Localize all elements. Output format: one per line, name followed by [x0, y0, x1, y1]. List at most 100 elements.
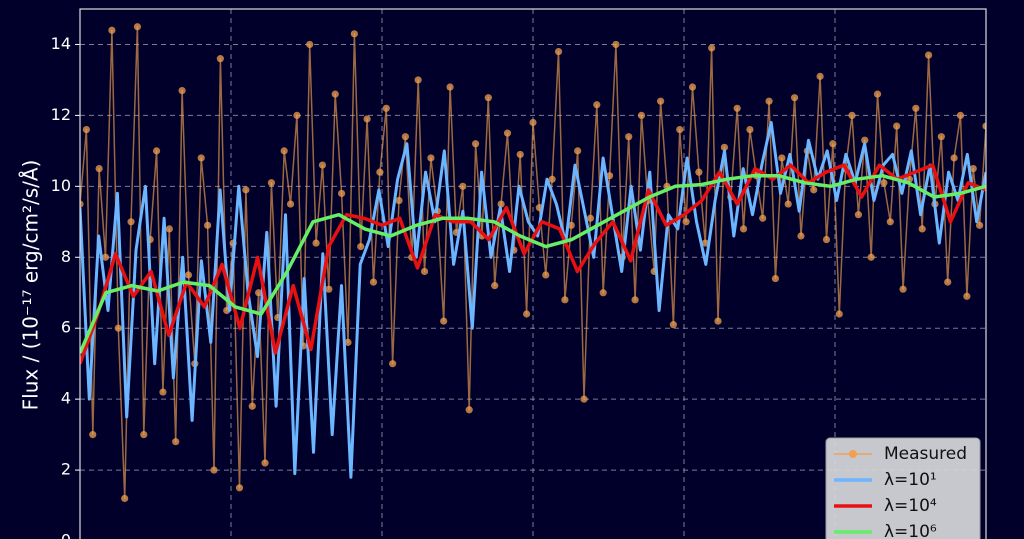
data-point	[682, 218, 690, 226]
data-point	[688, 83, 697, 91]
data-point	[733, 104, 741, 112]
data-point	[357, 243, 365, 251]
legend-box	[825, 437, 981, 539]
y-tick-label: 4	[61, 389, 71, 408]
data-point	[465, 406, 473, 414]
data-point	[401, 133, 409, 141]
data-point	[82, 125, 90, 134]
data-point	[529, 118, 537, 127]
data-point	[140, 431, 148, 439]
data-point	[395, 196, 403, 205]
data-point	[950, 154, 958, 162]
data-point	[523, 310, 531, 318]
data-point	[306, 40, 314, 49]
data-point	[873, 90, 882, 98]
data-point	[497, 200, 505, 208]
y-tick-label: 6	[61, 318, 71, 337]
series-line	[80, 173, 986, 354]
data-point	[835, 310, 843, 318]
data-point	[121, 494, 129, 503]
data-point	[976, 221, 984, 229]
data-point	[771, 274, 780, 283]
data-point	[235, 484, 244, 492]
data-point	[778, 154, 786, 162]
data-point	[899, 285, 907, 293]
data-point	[101, 253, 110, 261]
y-axis-label: Flux / (10⁻¹⁷ erg/cm²/s/Å)	[19, 160, 43, 411]
data-point	[695, 168, 703, 176]
data-point	[956, 111, 965, 119]
data-point	[248, 402, 256, 410]
y-tick-label: 12	[51, 105, 71, 124]
data-point	[210, 466, 218, 474]
data-point	[746, 125, 754, 134]
data-point	[790, 94, 799, 102]
data-point	[471, 140, 480, 148]
data-point	[261, 459, 269, 467]
data-point	[580, 395, 588, 403]
plot-frame	[79, 8, 987, 539]
data-point	[255, 289, 263, 297]
data-point	[944, 278, 952, 286]
data-point	[108, 26, 116, 34]
data-point	[172, 438, 180, 446]
data-point	[937, 133, 945, 141]
data-point	[784, 200, 792, 208]
data-point	[286, 200, 295, 208]
data-point	[924, 51, 933, 59]
data-point	[440, 317, 448, 325]
y-tick-label: 0	[61, 531, 71, 539]
data-point	[280, 147, 288, 155]
data-point	[676, 125, 684, 134]
data-point	[516, 150, 524, 159]
data-point	[918, 225, 926, 233]
data-point	[376, 168, 384, 176]
data-point	[701, 239, 709, 247]
data-point	[267, 179, 276, 187]
data-point	[886, 218, 894, 226]
data-point	[708, 44, 716, 52]
data-point	[963, 292, 971, 300]
data-point	[612, 40, 620, 49]
y-tick-label: 8	[61, 247, 71, 266]
data-point	[178, 86, 186, 95]
data-point	[912, 104, 920, 112]
y-tick-label: 14	[51, 34, 71, 53]
data-point	[216, 55, 224, 63]
data-point	[184, 271, 193, 279]
data-point	[89, 431, 97, 439]
data-point	[739, 225, 748, 233]
data-point	[586, 214, 595, 222]
data-point	[159, 388, 167, 396]
data-point	[95, 165, 103, 173]
series-line	[80, 163, 986, 365]
data-point	[325, 285, 333, 293]
data-point	[459, 182, 467, 190]
y-tick-label: 2	[61, 460, 71, 479]
data-point	[669, 321, 677, 329]
data-point	[829, 140, 837, 148]
data-point	[561, 296, 569, 304]
data-point	[344, 338, 352, 346]
data-point	[982, 122, 986, 130]
data-point	[599, 289, 607, 297]
data-point	[893, 122, 901, 130]
data-point	[491, 282, 499, 290]
data-point	[542, 271, 550, 279]
data-point	[133, 23, 142, 31]
data-point	[720, 143, 729, 151]
data-point	[816, 72, 824, 80]
data-point	[484, 94, 492, 102]
data-point	[446, 83, 454, 91]
data-point	[797, 232, 805, 240]
legend-label: λ=10⁴	[884, 496, 937, 516]
data-point	[625, 133, 633, 141]
data-point	[114, 324, 122, 332]
data-point	[861, 136, 869, 144]
data-point	[331, 90, 339, 98]
data-point	[389, 360, 397, 368]
data-point	[554, 47, 563, 56]
data-point	[631, 296, 639, 304]
data-point	[657, 97, 665, 105]
data-point	[127, 218, 135, 226]
